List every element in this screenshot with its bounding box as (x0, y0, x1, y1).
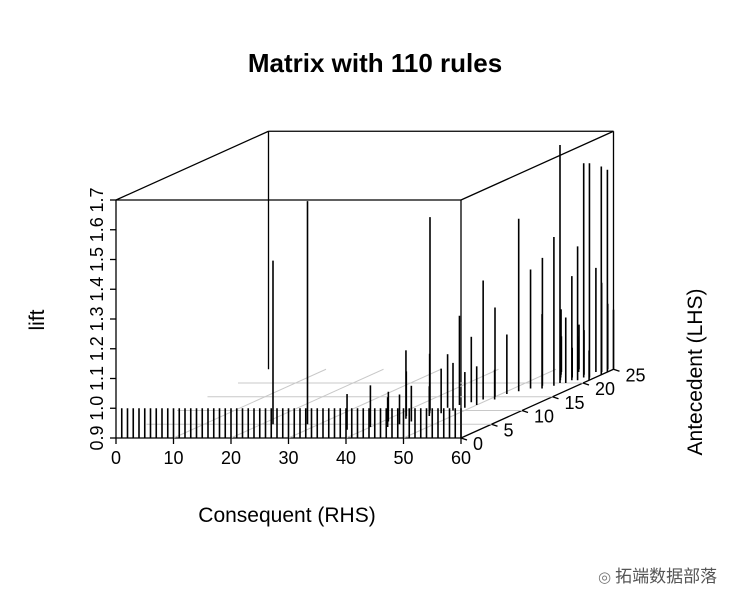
floor-grid-line (288, 368, 442, 439)
x-tick-label: 50 (393, 448, 413, 468)
y-axis-label: Antecedent (LHS) (684, 289, 707, 456)
x-tick-label: 60 (451, 448, 471, 468)
x-tick-label: 0 (111, 448, 121, 468)
z-tick-label: 0.9 (87, 425, 107, 450)
y-tick (613, 368, 620, 372)
z-tick-label: 1.7 (87, 187, 107, 212)
y-tick-label: 0 (473, 434, 483, 454)
chart-title: Matrix with 110 rules (248, 48, 502, 78)
y-tick (491, 423, 498, 427)
watermark-text: 拓端数据部落 (615, 567, 718, 587)
z-tick-label: 1.5 (87, 247, 107, 272)
box-edge (115, 130, 269, 201)
y-tick-label: 25 (626, 365, 646, 385)
x-tick-label: 40 (336, 448, 356, 468)
box-edge (460, 130, 614, 201)
z-tick-label: 1.4 (87, 277, 107, 302)
box-edge (460, 368, 614, 439)
y-tick-label: 15 (565, 393, 585, 413)
y-tick (521, 409, 529, 414)
wechat-icon: ◎ (598, 568, 612, 586)
x-tick-label: 30 (278, 448, 298, 468)
z-tick-label: 1.2 (87, 336, 107, 361)
y-tick (460, 437, 468, 441)
x-tick-label: 10 (163, 448, 183, 468)
y-tick (582, 382, 590, 386)
z-axis-label: lift (26, 309, 49, 330)
watermark: ◎ 拓端数据部落 (598, 562, 717, 587)
floor-grid-line (173, 368, 327, 439)
z-tick-label: 1.3 (87, 306, 107, 331)
z-tick-label: 1.1 (87, 366, 107, 391)
z-tick-label: 1.0 (87, 396, 107, 421)
x-tick-label: 20 (221, 448, 241, 468)
y-tick (552, 396, 559, 400)
floor-grid-line (345, 368, 499, 439)
z-tick-label: 1.6 (87, 217, 107, 242)
y-tick-label: 10 (534, 407, 554, 427)
y-tick-label: 5 (504, 420, 514, 440)
y-tick-label: 20 (595, 379, 615, 399)
x-axis-label: Consequent (RHS) (198, 504, 375, 527)
